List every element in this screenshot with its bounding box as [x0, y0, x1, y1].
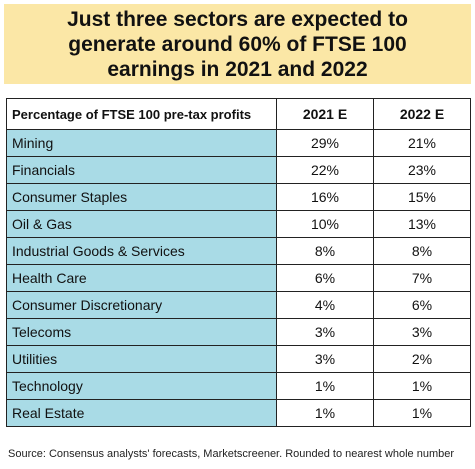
value-2021-cell: 6%: [276, 264, 374, 292]
sector-cell: Real Estate: [6, 399, 277, 427]
value-2022-cell: 8%: [373, 237, 471, 265]
table-row: Telecoms 3% 3%: [6, 318, 471, 346]
column-header-sector: Percentage of FTSE 100 pre-tax profits: [6, 98, 277, 130]
header-row: Percentage of FTSE 100 pre-tax profits 2…: [6, 98, 471, 130]
source-note: Source: Consensus analysts' forecasts, M…: [8, 448, 454, 460]
table-row: Oil & Gas 10% 13%: [6, 210, 471, 238]
table-row: Technology 1% 1%: [6, 372, 471, 400]
value-2021-cell: 29%: [276, 129, 374, 157]
table-row: Real Estate 1% 1%: [6, 399, 471, 427]
earnings-table: Percentage of FTSE 100 pre-tax profits 2…: [6, 98, 471, 427]
value-2021-cell: 1%: [276, 372, 374, 400]
chart-title: Just three sectors are expected to gener…: [67, 7, 408, 81]
sector-cell: Consumer Staples: [6, 183, 277, 211]
value-2022-cell: 15%: [373, 183, 471, 211]
value-2022-cell: 13%: [373, 210, 471, 238]
table-row: Financials 22% 23%: [6, 156, 471, 184]
table-body: Mining 29% 21% Financials 22% 23% Consumer Sta…: [6, 129, 471, 427]
sector-cell: Telecoms: [6, 318, 277, 346]
column-header-2022: 2022 E: [373, 98, 471, 130]
value-2022-cell: 6%: [373, 291, 471, 319]
value-2022-cell: 21%: [373, 129, 471, 157]
sector-cell: Utilities: [6, 345, 277, 373]
value-2022-cell: 23%: [373, 156, 471, 184]
value-2021-cell: 3%: [276, 345, 374, 373]
table-row: Industrial Goods & Services 8% 8%: [6, 237, 471, 265]
sector-cell: Industrial Goods & Services: [6, 237, 277, 265]
table-row: Consumer Discretionary 4% 6%: [6, 291, 471, 319]
table-row: Health Care 6% 7%: [6, 264, 471, 292]
table-row: Consumer Staples 16% 15%: [6, 183, 471, 211]
sector-cell: Consumer Discretionary: [6, 291, 277, 319]
value-2021-cell: 10%: [276, 210, 374, 238]
table-row: Utilities 3% 2%: [6, 345, 471, 373]
value-2022-cell: 7%: [373, 264, 471, 292]
sector-cell: Health Care: [6, 264, 277, 292]
table-row: Mining 29% 21%: [6, 129, 471, 157]
value-2022-cell: 3%: [373, 318, 471, 346]
title-banner: Just three sectors are expected to gener…: [4, 4, 471, 84]
value-2022-cell: 1%: [373, 372, 471, 400]
column-header-2021: 2021 E: [276, 98, 374, 130]
value-2021-cell: 8%: [276, 237, 374, 265]
value-2022-cell: 2%: [373, 345, 471, 373]
value-2021-cell: 16%: [276, 183, 374, 211]
value-2021-cell: 3%: [276, 318, 374, 346]
value-2021-cell: 22%: [276, 156, 374, 184]
sector-cell: Technology: [6, 372, 277, 400]
value-2021-cell: 1%: [276, 399, 374, 427]
sector-cell: Mining: [6, 129, 277, 157]
value-2021-cell: 4%: [276, 291, 374, 319]
sector-cell: Financials: [6, 156, 277, 184]
value-2022-cell: 1%: [373, 399, 471, 427]
sector-cell: Oil & Gas: [6, 210, 277, 238]
